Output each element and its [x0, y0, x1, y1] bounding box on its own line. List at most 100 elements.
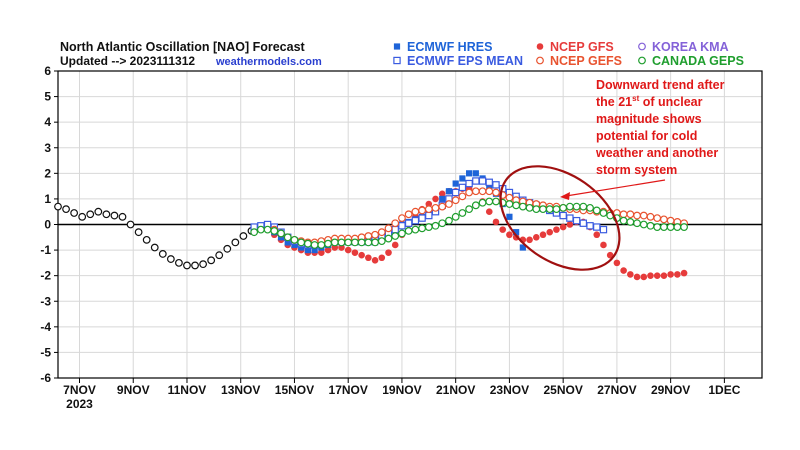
- annotation-text: Downward trend after the 21st of unclear m…: [595, 78, 725, 177]
- y-tick-label: 2: [44, 166, 51, 180]
- data-point-ecmwf-hres: [519, 244, 526, 251]
- data-point-korea-kma: [70, 209, 79, 217]
- data-point-ncep-gefs: [445, 200, 453, 208]
- data-point-korea-kma: [158, 250, 167, 258]
- data-point-canada-geps: [532, 205, 541, 214]
- y-tick-label: 3: [44, 141, 51, 155]
- data-point-korea-kma: [191, 261, 199, 270]
- legend-label: NCEP GFS: [550, 40, 614, 54]
- data-point-canada-geps: [633, 219, 641, 228]
- data-point-ncep-gfs: [633, 273, 641, 281]
- data-point-canada-geps: [552, 205, 561, 214]
- data-point-korea-kma: [110, 211, 119, 220]
- data-point-canada-geps: [404, 226, 413, 235]
- data-point-ecmwf-eps-mean: [566, 214, 574, 222]
- data-point-korea-kma: [94, 207, 103, 216]
- data-point-canada-geps: [337, 238, 346, 247]
- data-point-korea-kma: [54, 202, 62, 211]
- data-point-canada-geps: [411, 225, 420, 234]
- data-point-korea-kma: [215, 251, 224, 260]
- legend-label: CANADA GEPS: [652, 54, 744, 68]
- data-point-canada-geps: [478, 198, 487, 207]
- legend-label: ECMWF HRES: [407, 40, 492, 54]
- data-point-canada-geps: [518, 202, 527, 211]
- data-point-ecmwf-eps-mean: [485, 178, 493, 186]
- data-point-ncep-gefs: [458, 192, 467, 201]
- data-point-canada-geps: [673, 223, 682, 231]
- data-point-korea-kma: [62, 205, 70, 214]
- x-tick-label: 1DEC: [708, 383, 740, 397]
- data-point-ncep-gfs: [600, 241, 607, 249]
- y-tick-label: -6: [40, 371, 51, 385]
- data-point-ncep-gefs: [404, 210, 413, 219]
- data-point-ncep-gfs: [526, 236, 533, 244]
- x-tick-label: 21NOV: [436, 383, 475, 397]
- data-point-ncep-gfs: [485, 208, 493, 216]
- data-point-ecmwf-eps-mean: [391, 225, 399, 234]
- data-point-korea-kma: [207, 256, 216, 265]
- data-point-canada-geps: [324, 239, 332, 248]
- data-point-ncep-gfs: [492, 218, 500, 226]
- data-point-canada-geps: [263, 225, 272, 234]
- data-point-canada-geps: [559, 203, 568, 212]
- data-point-ecmwf-eps-mean: [398, 222, 406, 230]
- data-point-ncep-gefs: [431, 203, 440, 212]
- data-point-ecmwf-hres: [452, 180, 459, 187]
- data-point-ecmwf-eps-mean: [593, 223, 601, 231]
- data-point-canada-geps: [283, 233, 292, 242]
- annotation-line: the 21: [596, 95, 632, 109]
- data-point-ncep-gfs: [499, 226, 507, 233]
- data-point-canada-geps: [512, 201, 521, 210]
- series-korea-kma: [54, 202, 272, 270]
- legend-label: KOREA KMA: [652, 40, 729, 54]
- data-point-ncep-gfs: [344, 246, 352, 254]
- y-tick-label: -5: [40, 345, 51, 359]
- data-point-korea-kma: [134, 228, 143, 237]
- data-point-ecmwf-hres: [284, 239, 291, 246]
- data-point-canada-geps: [565, 202, 574, 211]
- x-tick-label: 13NOV: [221, 383, 260, 397]
- data-point-canada-geps: [660, 223, 668, 231]
- data-point-canada-geps: [579, 202, 588, 211]
- series-canada-geps: [250, 197, 688, 249]
- data-point-ncep-gfs: [371, 257, 379, 264]
- data-point-canada-geps: [599, 209, 608, 217]
- data-point-canada-geps: [505, 200, 514, 208]
- data-point-ncep-gefs: [371, 230, 379, 239]
- legend-marker: [393, 43, 401, 50]
- x-tick-label: 27NOV: [597, 383, 636, 397]
- data-point-ncep-gfs: [546, 228, 554, 236]
- data-point-canada-geps: [465, 205, 474, 214]
- data-point-ncep-gfs: [358, 251, 365, 259]
- data-point-ncep-gfs: [566, 221, 574, 228]
- data-point-ncep-gfs: [532, 233, 540, 241]
- data-point-korea-kma: [199, 260, 207, 269]
- y-tick-label: 4: [44, 115, 51, 129]
- x-tick-label: 29NOV: [651, 383, 690, 397]
- data-point-ecmwf-hres: [304, 246, 311, 254]
- data-point-korea-kma: [78, 212, 87, 221]
- data-point-ncep-gfs: [674, 271, 681, 278]
- site-label: weathermodels.com: [215, 56, 322, 68]
- data-point-korea-kma: [86, 210, 95, 219]
- x-tick-label: 19NOV: [382, 383, 421, 397]
- legend-item-ecmwf-eps-mean: ECMWF EPS MEAN: [393, 54, 523, 68]
- x-tick-label: 15NOV: [275, 383, 314, 397]
- data-point-korea-kma: [166, 255, 175, 263]
- plot-frame: [57, 70, 763, 379]
- legend-marker: [638, 56, 646, 65]
- data-point-korea-kma: [150, 243, 159, 252]
- data-point-canada-geps: [525, 203, 534, 212]
- data-point-canada-geps: [344, 238, 353, 247]
- data-point-ecmwf-hres: [291, 241, 298, 249]
- data-point-ncep-gfs: [559, 223, 567, 231]
- data-point-ecmwf-hres: [439, 195, 446, 203]
- data-point-ncep-gefs: [377, 228, 386, 237]
- data-point-ecmwf-eps-mean: [579, 219, 588, 227]
- data-point-ncep-gfs: [667, 271, 674, 278]
- data-point-canada-geps: [398, 229, 406, 238]
- data-point-canada-geps: [539, 205, 547, 214]
- data-point-canada-geps: [330, 238, 339, 247]
- data-point-korea-kma: [126, 220, 135, 229]
